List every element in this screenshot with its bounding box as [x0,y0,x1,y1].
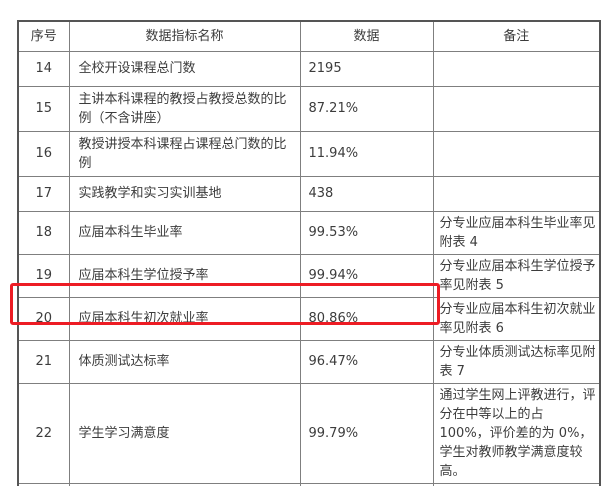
table-row: 23 用人单位对毕业生满意度 98.47% 通过调查问卷 [17,482,601,486]
cell-remark: 分专业体质测试达标率见附表 7 [432,339,601,384]
cell-name: 应届本科生初次就业率 [68,296,301,341]
cell-value: 87.21% [299,85,434,132]
table-row: 18 应届本科生毕业率 99.53% 分专业应届本科生毕业率见附表 4 [17,210,601,255]
cell-remark [432,85,601,132]
cell-seq: 18 [17,210,70,255]
cell-remark [432,130,601,177]
cell-seq: 16 [17,130,70,177]
table-row: 16 教授讲授本科课程占课程总门数的比例 11.94% [17,130,601,177]
cell-name: 教授讲授本科课程占课程总门数的比例 [68,130,301,177]
cell-remark: 分专业应届本科生初次就业率见附表 6 [432,296,601,341]
cell-value: 99.53% [299,210,434,255]
table-row-highlighted: 20 应届本科生初次就业率 80.86% 分专业应届本科生初次就业率见附表 6 [17,296,601,341]
cell-name: 实践教学和实习实训基地 [68,175,301,212]
table-row: 15 主讲本科课程的教授占教授总数的比例（不含讲座） 87.21% [17,85,601,132]
cell-value: 438 [299,175,434,212]
header-name: 数据指标名称 [68,20,301,52]
cell-remark: 通过学生网上评教进行，评分在中等以上的占 100%，评价差的为 0%，学生对教师… [432,382,601,484]
cell-remark: 分专业应届本科生学位授予率见附表 5 [432,253,601,298]
table-row: 21 体质测试达标率 96.47% 分专业体质测试达标率见附表 7 [17,339,601,384]
table-row: 19 应届本科生学位授予率 99.94% 分专业应届本科生学位授予率见附表 5 [17,253,601,298]
cell-name: 应届本科生学位授予率 [68,253,301,298]
cell-remark: 分专业应届本科生毕业率见附表 4 [432,210,601,255]
table-row: 22 学生学习满意度 99.79% 通过学生网上评教进行，评分在中等以上的占 1… [17,382,601,484]
cell-remark [432,175,601,212]
cell-seq: 17 [17,175,70,212]
cell-remark: 通过调查问卷 [432,482,601,486]
cell-seq: 21 [17,339,70,384]
cell-name: 体质测试达标率 [68,339,301,384]
cell-value: 80.86% [299,296,434,341]
header-seq: 序号 [17,20,70,52]
cell-value: 96.47% [299,339,434,384]
cell-value: 11.94% [299,130,434,177]
cell-name: 全校开设课程总门数 [68,50,301,87]
indicator-table: 序号 数据指标名称 数据 备注 14 全校开设课程总门数 2195 15 主讲本… [17,20,601,486]
header-remark: 备注 [432,20,601,52]
table-row: 17 实践教学和实习实训基地 438 [17,175,601,212]
header-value: 数据 [299,20,434,52]
table-header-row: 序号 数据指标名称 数据 备注 [17,20,601,52]
cell-seq: 14 [17,50,70,87]
table-row: 14 全校开设课程总门数 2195 [17,50,601,87]
cell-seq: 22 [17,382,70,484]
cell-seq: 15 [17,85,70,132]
cell-name: 主讲本科课程的教授占教授总数的比例（不含讲座） [68,85,301,132]
cell-value: 99.94% [299,253,434,298]
cell-value: 99.79% [299,382,434,484]
cell-name: 学生学习满意度 [68,382,301,484]
cell-seq: 20 [17,296,70,341]
cell-remark [432,50,601,87]
cell-seq: 19 [17,253,70,298]
cell-value: 2195 [299,50,434,87]
cell-name: 应届本科生毕业率 [68,210,301,255]
